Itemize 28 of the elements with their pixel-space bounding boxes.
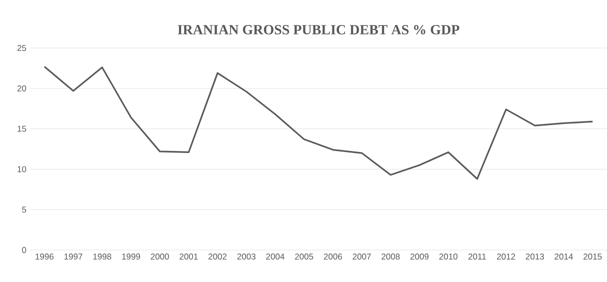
x-tick-label: 1996 [36,254,54,260]
x-tick-label: 2004 [266,254,284,260]
x-tick-label: 2005 [295,254,314,260]
x-tick-label: 2011 [468,254,486,260]
x-tick-label: 2012 [497,254,516,260]
x-tick-label: 1997 [64,254,82,260]
y-tick-label: 0 [22,247,26,254]
y-tick-label: 20 [17,85,26,92]
y-tick-label: 25 [17,45,26,52]
chart-title: IRANIAN GROSS PUBLIC DEBT AS % GDP [178,24,460,34]
x-tick-label: 1999 [122,254,140,260]
x-tick-label: 2015 [584,254,602,260]
line-series [44,66,594,180]
x-tick-label: 2006 [324,254,342,260]
x-tick-label: 2003 [237,254,256,260]
x-tick-label: 2002 [208,254,227,260]
y-tick-label: 10 [18,166,26,172]
x-tick-label: 2007 [352,254,371,260]
x-tick-label: 2008 [382,254,400,260]
x-tick-label: 1998 [93,254,112,260]
x-tick-label: 2009 [410,254,429,260]
x-tick-label: 2001 [180,254,198,260]
y-tick-label: 15 [18,126,26,132]
x-tick-label: 2000 [150,254,169,260]
x-tick-label: 2013 [526,254,544,260]
x-tick-label: 2010 [439,254,458,260]
y-tick-label: 5 [22,206,26,213]
x-tick-label: 2014 [554,254,573,260]
